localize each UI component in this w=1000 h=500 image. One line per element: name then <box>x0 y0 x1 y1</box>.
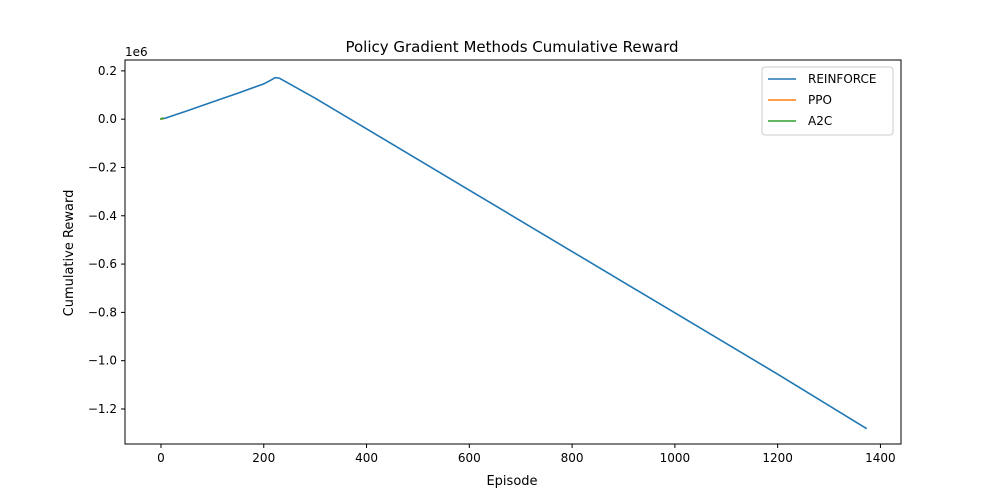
y-tick-label: −0.2 <box>88 160 117 174</box>
x-axis-label: Episode <box>486 474 537 489</box>
y-tick-label: −1.0 <box>88 354 117 368</box>
x-tick-label: 400 <box>355 451 378 465</box>
legend-label-reinforce: REINFORCE <box>808 72 876 86</box>
y-tick-label: 0.2 <box>98 64 117 78</box>
plot-area: 0 200 400 600 800 1000 1200 1400 0.2 0.0 −0.2 −0.4 −… <box>88 59 902 465</box>
x-tick-label: 1400 <box>865 451 896 465</box>
x-tick-label: 600 <box>458 451 481 465</box>
x-tick-label: 200 <box>252 451 275 465</box>
legend-box <box>761 66 894 136</box>
series-line-a2c <box>159 117 165 121</box>
axes-frame <box>124 59 902 445</box>
legend-label-ppo: PPO <box>808 93 832 107</box>
x-tick-label: 1000 <box>660 451 691 465</box>
y-axis-label: Cumulative Reward <box>62 190 77 317</box>
series-line-reinforce <box>159 76 868 430</box>
x-tick-label: 0 <box>157 451 165 465</box>
y-tick-label: −0.4 <box>88 209 117 223</box>
x-tick-label: 800 <box>561 451 584 465</box>
y-tick-label: 0.0 <box>98 112 117 126</box>
y-tick-label: −0.6 <box>88 257 117 271</box>
y-scale-label: 1e6 <box>125 45 148 59</box>
x-tick-label: 1200 <box>762 451 793 465</box>
legend: REINFORCE PPO A2C <box>761 66 894 136</box>
legend-label-a2c: A2C <box>808 114 832 128</box>
chart-title: Policy Gradient Methods Cumulative Rewar… <box>345 38 678 56</box>
y-tick-label: −0.8 <box>88 305 117 319</box>
y-tick-label: −1.2 <box>88 402 117 416</box>
